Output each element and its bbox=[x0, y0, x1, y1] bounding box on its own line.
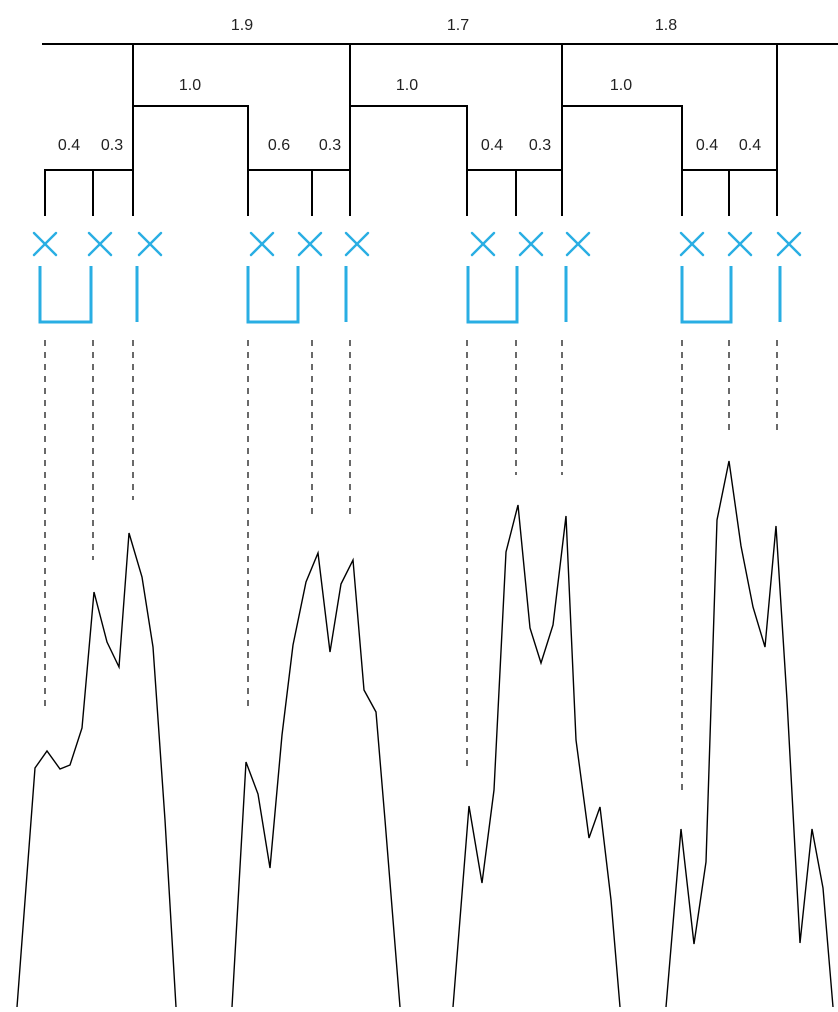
cross-icon-1 bbox=[32, 231, 58, 257]
cross-icon-7 bbox=[470, 231, 496, 257]
spectrum-peak-2 bbox=[231, 550, 401, 1008]
dendrogram-tree bbox=[42, 43, 838, 216]
group-3-right-label: 0.3 bbox=[529, 137, 551, 154]
dashed-guides bbox=[44, 340, 778, 790]
spectrum bbox=[16, 460, 834, 1008]
cross-icon-10 bbox=[679, 231, 705, 257]
group-1-label: 1.0 bbox=[179, 77, 201, 94]
bracket-icon-2 bbox=[246, 266, 300, 324]
cross-icon-11 bbox=[727, 231, 753, 257]
bracket-icon-1 bbox=[38, 266, 93, 324]
group-4-left-label: 0.4 bbox=[696, 137, 718, 154]
group-1-right-label: 0.3 bbox=[101, 137, 123, 154]
bracket-markers bbox=[38, 266, 782, 324]
spectrum-peak-4 bbox=[665, 460, 834, 1008]
cross-icon-5 bbox=[297, 231, 323, 257]
group-4-right-label: 0.4 bbox=[739, 137, 761, 154]
spectrum-peak-1 bbox=[16, 532, 177, 1008]
group-2-label: 1.0 bbox=[396, 77, 418, 94]
spectrum-peak-3 bbox=[452, 504, 621, 1008]
cross-icon-2 bbox=[87, 231, 113, 257]
x-markers bbox=[32, 231, 802, 257]
top-label-3: 1.8 bbox=[655, 17, 677, 34]
cross-icon-6 bbox=[344, 231, 370, 257]
group-2-left-label: 0.6 bbox=[268, 137, 290, 154]
group-3-label: 1.0 bbox=[610, 77, 632, 94]
cross-icon-4 bbox=[249, 231, 275, 257]
cross-icon-9 bbox=[565, 231, 591, 257]
group-labels: 1.0 1.0 1.0 0.4 0.3 0.6 0.3 0.4 0.3 0.4 … bbox=[58, 77, 761, 154]
group-1-left-label: 0.4 bbox=[58, 137, 80, 154]
bracket-icon-3 bbox=[466, 266, 519, 324]
cross-icon-12 bbox=[776, 231, 802, 257]
bracket-icon-4 bbox=[680, 266, 733, 324]
top-label-2: 1.7 bbox=[447, 17, 469, 34]
cross-icon-3 bbox=[137, 231, 163, 257]
group-2-right-label: 0.3 bbox=[319, 137, 341, 154]
top-label-1: 1.9 bbox=[231, 17, 253, 34]
cross-icon-8 bbox=[518, 231, 544, 257]
top-labels: 1.9 1.7 1.8 bbox=[231, 17, 677, 34]
group-3-left-label: 0.4 bbox=[481, 137, 503, 154]
